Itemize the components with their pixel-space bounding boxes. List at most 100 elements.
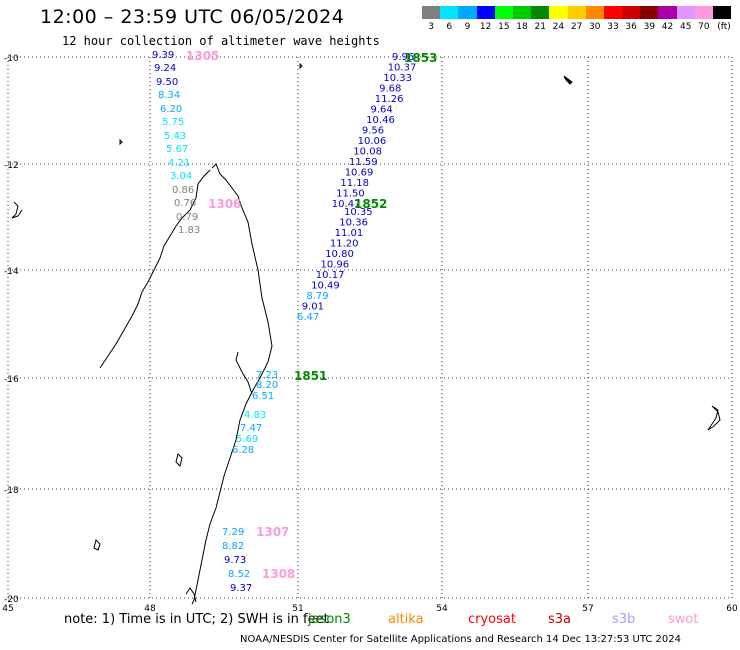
satellite-legend-item: altika: [388, 612, 424, 627]
wave-height-value: 11.50: [336, 189, 365, 200]
wave-height-value: 10.06: [358, 136, 387, 147]
lon-tick-label: 60: [726, 604, 738, 614]
legend-swatch: [658, 6, 677, 19]
lat-tick-label: -18: [4, 486, 19, 496]
wave-height-value: 10.35: [344, 207, 373, 218]
legend-label: 24: [552, 22, 565, 32]
legend-swatch: [567, 6, 586, 19]
pass-number-label: 1306: [208, 197, 241, 211]
color-legend-labels: 3 6 9 12 15 18 21 24 27 30 33 36 39 42 45 70 (ft): [422, 22, 735, 32]
island-top-right: [563, 75, 573, 85]
legend-label: 9: [464, 22, 471, 32]
legend-label: 36: [625, 22, 637, 32]
note-text: note: 1) Time is in UTC; 2) SWH is in fe…: [64, 612, 329, 627]
wave-height-value: 10.49: [311, 281, 340, 292]
wave-height-value: 11.26: [375, 94, 404, 105]
legend-label: 6: [446, 22, 453, 32]
wave-height-value: 10.46: [366, 115, 395, 126]
wave-height-value: 11.01: [335, 228, 364, 239]
wave-height-value: 11.18: [340, 178, 369, 189]
wave-height-value: 1.83: [178, 225, 200, 236]
wave-height-value: 11.59: [349, 157, 378, 168]
wave-height-value: 10.17: [316, 270, 345, 281]
legend-swatch: [422, 6, 441, 19]
wave-height-value: 9.64: [371, 105, 393, 116]
wave-height-value: 9.24: [154, 63, 176, 74]
wave-height-value: 10.96: [321, 260, 350, 271]
lon-tick-label: 48: [144, 604, 156, 614]
lat-tick-label: -10: [4, 54, 19, 64]
satellite-legend-item: s3b: [612, 612, 636, 627]
islet-small-1: [175, 453, 183, 467]
wave-height-value: 9.68: [379, 84, 401, 95]
legend-label: (ft): [717, 22, 731, 32]
pass-number-label: 1305: [186, 49, 219, 63]
coastline: [11, 62, 721, 605]
legend-swatch: [585, 6, 604, 19]
credit-line: NOAA/NESDIS Center for Satellite Applica…: [240, 634, 682, 645]
legend-swatch: [622, 6, 641, 19]
wave-height-value: 10.37: [388, 63, 417, 74]
pass-number-label: 1852: [354, 197, 387, 211]
legend-swatch: [458, 6, 477, 19]
lat-tick-label: -20: [4, 595, 19, 605]
legend-swatch: [640, 6, 659, 19]
wave-height-value: 8.34: [158, 90, 180, 101]
wave-height-value: 8.52: [228, 569, 250, 580]
wave-height-value: 3.04: [170, 171, 192, 182]
wave-height-value: 10.08: [353, 147, 382, 158]
island-east: [707, 405, 721, 431]
wave-height-value: 6.51: [252, 391, 274, 402]
wave-height-value: 9.01: [302, 302, 324, 313]
lon-tick-label: 54: [436, 604, 448, 614]
legend-label: 45: [679, 22, 692, 32]
legend-label: 42: [661, 22, 674, 32]
legend-swatch: [713, 6, 732, 19]
wave-height-value: 4.21: [168, 158, 190, 169]
lat-tick-label: -16: [4, 375, 19, 385]
lat-tick-label: -14: [4, 267, 19, 277]
satellite-legend-item: jason3: [308, 612, 351, 627]
wave-height-value: 6.28: [232, 445, 254, 456]
wave-height-value: 8.20: [256, 380, 278, 391]
legend-swatch: [549, 6, 568, 19]
wave-height-value: 0.76: [174, 198, 196, 209]
pass-number-label: 1307: [256, 525, 289, 539]
wave-height-value: 0.79: [176, 212, 198, 223]
satellite-legend-item: cryosat: [468, 612, 516, 627]
wave-height-value: 6.20: [160, 104, 182, 115]
wave-height-value: 10.33: [383, 73, 412, 84]
legend-label: 18: [516, 22, 528, 32]
wave-height-value: 9.50: [156, 77, 178, 88]
wave-height-value: 10.80: [325, 249, 354, 260]
legend-swatch: [494, 6, 513, 19]
islet-west: [11, 201, 23, 219]
legend-swatch: [531, 6, 550, 19]
wave-height-value: 5.43: [164, 131, 186, 142]
wave-height-value: 8.79: [306, 291, 328, 302]
wave-height-value: 6.47: [297, 312, 319, 323]
wave-height-value: 5.67: [166, 144, 188, 155]
legend-label: 21: [534, 22, 546, 32]
wave-height-value: 8.82: [222, 541, 244, 552]
map-subtitle: 12 hour collection of altimeter wave hei…: [62, 34, 380, 48]
legend-label: 30: [589, 22, 601, 32]
map-grid: 45 48 51 54 57 60 -10 -12 -14 -16 -18 -20: [2, 54, 738, 614]
madagascar-west-coast: [99, 169, 211, 369]
legend-swatch: [676, 6, 695, 19]
wave-height-value: 9.39: [152, 50, 174, 61]
inland-coast-segment: [235, 351, 253, 395]
map-title: 12:00 – 23:59 UTC 06/05/2024: [40, 6, 345, 28]
lat-tick-label: -12: [4, 161, 19, 171]
legend-swatch: [512, 6, 532, 19]
legend-label: 3: [428, 22, 434, 32]
footer-note: note: 1) Time is in UTC; 2) SWH is in fe…: [64, 612, 329, 627]
wave-height-value: 10.47: [332, 199, 361, 210]
lon-tick-label: 57: [582, 604, 593, 614]
wave-height-value: 9.56: [362, 126, 384, 137]
legend-swatch: [603, 6, 623, 19]
islet-small-3: [119, 62, 303, 146]
legend-swatch: [440, 6, 459, 19]
wave-height-value: 5.75: [162, 117, 184, 128]
pass-number-label: 1853: [404, 51, 437, 65]
